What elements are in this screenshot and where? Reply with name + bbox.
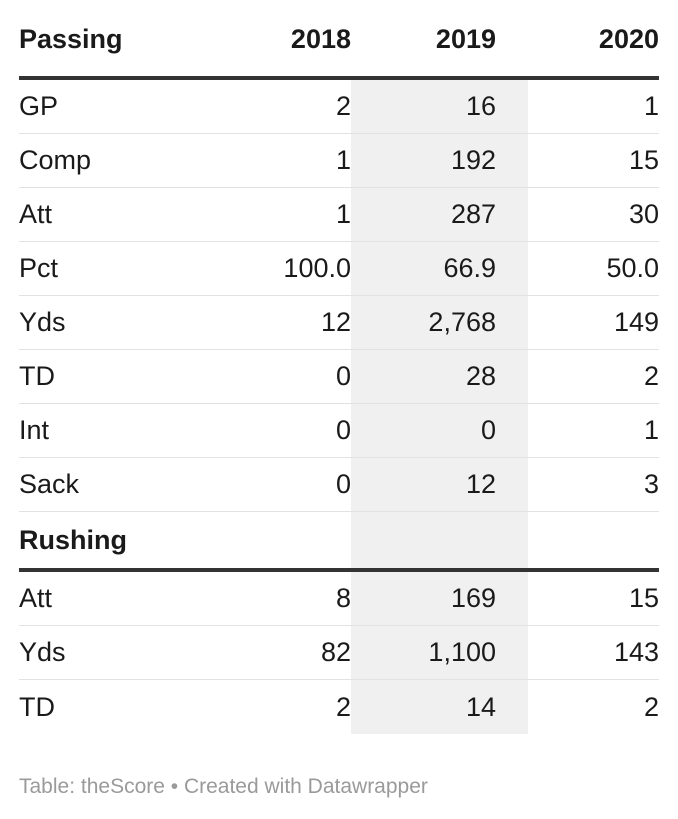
- row-label: Yds: [19, 625, 181, 680]
- cell-2018: 82: [181, 625, 351, 680]
- cell-2020: 15: [528, 570, 659, 626]
- table-row: Pct 100.0 66.9 50.0: [19, 241, 659, 296]
- table-row: Att 8 169 15: [19, 570, 659, 626]
- column-header-2018: 2018: [181, 0, 351, 80]
- cell-2018: 2: [181, 78, 351, 134]
- cell-2020: 1: [528, 403, 659, 458]
- cell-2020: 50.0: [528, 241, 659, 296]
- row-label: Att: [19, 187, 181, 242]
- row-label: Comp: [19, 133, 181, 188]
- source-footer: Table: theScore • Created with Datawrapp…: [19, 775, 428, 798]
- table-row: Comp 1 192 15: [19, 133, 659, 188]
- cell-2020: 2: [528, 349, 659, 404]
- cell-2018: 1: [181, 187, 351, 242]
- table-row: Att 1 287 30: [19, 187, 659, 242]
- section-title-passing: Passing: [19, 0, 181, 80]
- cell-2018: 2: [335, 691, 351, 722]
- row-label: Yds: [19, 295, 181, 350]
- header-row: Passing 2018 2019 2020: [19, 0, 659, 80]
- cell-2018: 0: [181, 457, 351, 512]
- cell-2020: 1: [528, 78, 659, 134]
- stats-table: Passing 2018 2019 2020 GP 2 16 1 Comp 1 …: [19, 0, 659, 734]
- section-header-spacer: [351, 511, 528, 572]
- column-header-2020: 2020: [528, 0, 659, 80]
- table-row: GP 2 16 1: [19, 78, 659, 134]
- row-label: TD: [19, 349, 181, 404]
- cell-2019: 287: [351, 187, 528, 242]
- passing-section: GP 2 16 1 Comp 1 192 15 Att 1 287 30 Pct…: [19, 78, 659, 512]
- cell-2019: 2,768: [351, 295, 528, 350]
- cell-2020: 2: [643, 691, 659, 722]
- cell-2018: 1: [181, 133, 351, 188]
- cell-2018: 100.0: [181, 241, 351, 296]
- cell-2020: 30: [528, 187, 659, 242]
- cell-2018: 12: [181, 295, 351, 350]
- row-label: Pct: [19, 241, 181, 296]
- cell-2019: 0: [351, 403, 528, 458]
- cell-2020: 3: [528, 457, 659, 512]
- column-header-2019: 2019: [351, 0, 528, 80]
- cell-2019: 14: [351, 679, 528, 734]
- row-label: Int: [19, 403, 181, 458]
- cell-2019: 12: [351, 457, 528, 512]
- section-title-rushing: Rushing: [19, 511, 181, 572]
- table-row: Sack 0 12 3: [19, 457, 659, 512]
- row-label: Att: [19, 570, 181, 626]
- cell-2020: 149: [528, 295, 659, 350]
- section-header-spacer: [181, 511, 351, 572]
- table-row: TD 0 28 2: [19, 349, 659, 404]
- section-header-spacer: [528, 511, 659, 572]
- table-row: TD 2 14 2: [19, 679, 659, 734]
- stats-table-container: Passing 2018 2019 2020 GP 2 16 1 Comp 1 …: [19, 0, 659, 734]
- row-label: TD: [19, 691, 55, 722]
- cell-2019: 16: [351, 78, 528, 134]
- cell-2018: 0: [181, 349, 351, 404]
- cell-2018: 0: [181, 403, 351, 458]
- cell-2019: 28: [351, 349, 528, 404]
- rushing-section: Rushing Att 8 169 15 Yds 82 1,100 143 TD…: [19, 511, 659, 734]
- cell-2020: 15: [528, 133, 659, 188]
- table-row: Yds 12 2,768 149: [19, 295, 659, 350]
- section-header-row: Rushing: [19, 511, 659, 572]
- cell-2018: 8: [181, 570, 351, 626]
- row-label: Sack: [19, 457, 181, 512]
- row-label: GP: [19, 78, 181, 134]
- cell-2019: 66.9: [351, 241, 528, 296]
- table-row: Yds 82 1,100 143: [19, 625, 659, 680]
- cell-2019: 1,100: [351, 625, 528, 680]
- table-row: Int 0 0 1: [19, 403, 659, 458]
- cell-2019: 169: [351, 570, 528, 626]
- cell-2020: 143: [528, 625, 659, 680]
- cell-2019: 192: [351, 133, 528, 188]
